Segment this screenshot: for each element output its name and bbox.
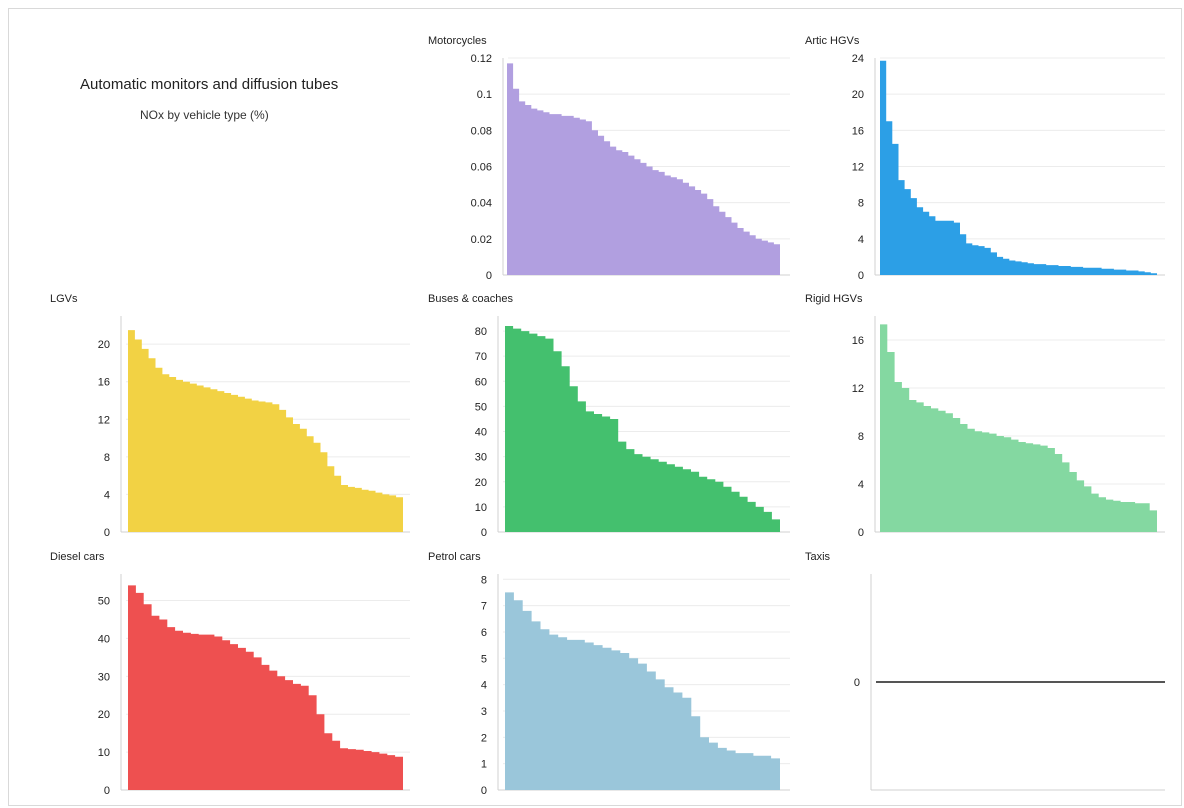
y-tick-label: 10: [98, 747, 110, 759]
y-tick-label: 8: [481, 574, 487, 586]
series-area: [505, 326, 780, 532]
y-tick-label: 0: [858, 527, 864, 539]
y-tick-label: 10: [475, 502, 487, 514]
panel-title-buses-coaches: Buses & coaches: [428, 293, 513, 305]
panel-artic-hgvs: Artic HGVs 0 4 8 12 16 20 24: [805, 35, 1165, 282]
series-area: [880, 60, 1157, 276]
y-tick-label: 0: [481, 785, 487, 797]
y-tick-label: 0.06: [471, 162, 492, 174]
y-tick-label: 16: [98, 377, 110, 389]
y-tick-label: 12: [852, 383, 864, 395]
panel-title-lgvs: LGVs: [50, 293, 78, 305]
y-tick-label: 4: [481, 680, 487, 692]
panel-motorcycles: Motorcycles 0 0.02 0.04 0.06 0.08 0.1 0.12: [428, 35, 790, 282]
y-tick-label: 0.12: [471, 53, 492, 65]
panel-title-petrol-cars: Petrol cars: [428, 551, 481, 563]
y-tick-label: 50: [98, 596, 110, 608]
panel-buses-coaches: Buses & coaches 0 10 20 30 40 50 60 70 80: [428, 293, 790, 539]
y-tick-label: 20: [98, 339, 110, 351]
y-tick-label: 50: [475, 401, 487, 413]
y-tick-label: 40: [98, 633, 110, 645]
y-tick-label: 60: [475, 376, 487, 388]
panel-title-motorcycles: Motorcycles: [428, 35, 487, 47]
panel-rigid-hgvs: Rigid HGVs 0 4 8 12 16: [805, 293, 1165, 539]
y-tick-label: 0.04: [471, 198, 492, 210]
y-tick-label: 3: [481, 706, 487, 718]
series-area: [128, 585, 403, 790]
series-area: [128, 330, 403, 532]
y-tick-label: 40: [475, 427, 487, 439]
y-tick-label: 16: [852, 125, 864, 137]
y-tick-label: 16: [852, 335, 864, 347]
y-tick-label: 0.1: [477, 89, 492, 101]
y-tick-label: 4: [858, 479, 864, 491]
y-tick-label: 12: [852, 162, 864, 174]
y-tick-label: 80: [475, 326, 487, 338]
y-tick-label: 30: [98, 671, 110, 683]
y-tick-label: 4: [858, 234, 864, 246]
y-tick-label: 0: [481, 527, 487, 539]
series-area: [507, 63, 780, 276]
y-tick-label: 0: [858, 270, 864, 282]
panel-title-diesel-cars: Diesel cars: [50, 551, 105, 563]
y-tick-label: 5: [481, 653, 487, 665]
y-tick-label: 20: [98, 709, 110, 721]
y-tick-label: 1: [481, 759, 487, 771]
y-tick-label: 30: [475, 452, 487, 464]
y-tick-label: 6: [481, 627, 487, 639]
panel-lgvs: LGVs 0 4 8 12 16 20: [50, 293, 410, 539]
panel-taxis: Taxis 0: [805, 551, 1165, 791]
y-tick-label: 7: [481, 601, 487, 613]
y-tick-label: 20: [852, 89, 864, 101]
page-subtitle: NOx by vehicle type (%): [140, 108, 269, 122]
y-tick-label: 8: [858, 198, 864, 210]
y-tick-label: 0: [486, 270, 492, 282]
panel-petrol-cars: Petrol cars 0 1 2 3 4 5 6 7 8: [428, 551, 790, 797]
page-title: Automatic monitors and diffusion tubes: [80, 76, 339, 93]
y-tick-label: 20: [475, 477, 487, 489]
y-tick-label: 2: [481, 732, 487, 744]
y-tick-label: 12: [98, 414, 110, 426]
y-tick-label: 0: [104, 527, 110, 539]
y-tick-label: 0.08: [471, 125, 492, 137]
y-tick-label: 70: [475, 351, 487, 363]
panel-title-taxis: Taxis: [805, 551, 831, 563]
y-tick-label: 8: [858, 431, 864, 443]
y-tick-label: 8: [104, 452, 110, 464]
panel-title-artic-hgvs: Artic HGVs: [805, 35, 860, 47]
y-tick-label: 24: [852, 53, 864, 65]
y-tick-label: 0.02: [471, 234, 492, 246]
y-tick-label: 0: [854, 677, 860, 689]
y-tick-label: 4: [104, 489, 110, 501]
y-tick-label: 0: [104, 785, 110, 797]
series-area: [505, 592, 780, 790]
series-area: [880, 324, 1157, 532]
panel-title-rigid-hgvs: Rigid HGVs: [805, 293, 863, 305]
panel-diesel-cars: Diesel cars 0 10 20 30 40 50: [50, 551, 410, 797]
